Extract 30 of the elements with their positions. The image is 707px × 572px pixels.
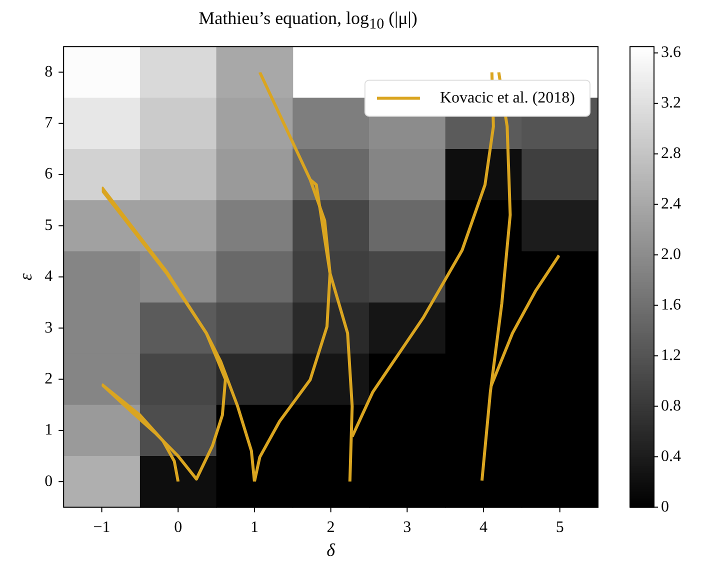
y-tick-label: 5 xyxy=(44,216,53,234)
x-tick-label: 4 xyxy=(479,519,488,536)
color-bar-label: 0.8 xyxy=(661,397,681,414)
color-bar-label: 3.6 xyxy=(661,44,681,62)
chart-title: Mathieu’s equation, log$_{10}$ (|μ|) xyxy=(198,8,418,34)
y-tick-label: 8 xyxy=(44,63,53,80)
y-axis-title: ε xyxy=(16,272,36,280)
color-bar-label: 0.4 xyxy=(661,448,681,465)
color-bar-label: 1.6 xyxy=(661,296,681,314)
color-bar-label: 0 xyxy=(661,498,669,516)
x-tick-label: 5 xyxy=(556,519,564,536)
x-tick-label: 2 xyxy=(326,519,335,536)
x-tick-label: 3 xyxy=(403,519,412,536)
legend-label: Kovacic et al. (2018) xyxy=(440,89,576,106)
y-tick-label: 0 xyxy=(44,472,53,490)
y-tick-label: 1 xyxy=(44,422,53,439)
x-tick-label: −1 xyxy=(93,519,110,536)
color-bar-label: 2.4 xyxy=(661,196,681,213)
y-tick-label: 7 xyxy=(44,114,53,132)
color-bar-label: 1.2 xyxy=(661,346,681,364)
color-bar-label: 3.2 xyxy=(661,94,681,112)
x-tick-label: 0 xyxy=(174,519,182,536)
color-bar-label: 2.8 xyxy=(661,145,681,162)
y-tick-label: 2 xyxy=(44,370,53,388)
y-tick-label: 4 xyxy=(44,268,53,286)
y-tick-label: 3 xyxy=(44,319,53,336)
x-tick-label: 1 xyxy=(250,519,258,536)
color-bar-label: 2.0 xyxy=(661,246,681,264)
y-tick-label: 6 xyxy=(44,166,53,183)
x-axis-title: δ xyxy=(326,540,336,560)
